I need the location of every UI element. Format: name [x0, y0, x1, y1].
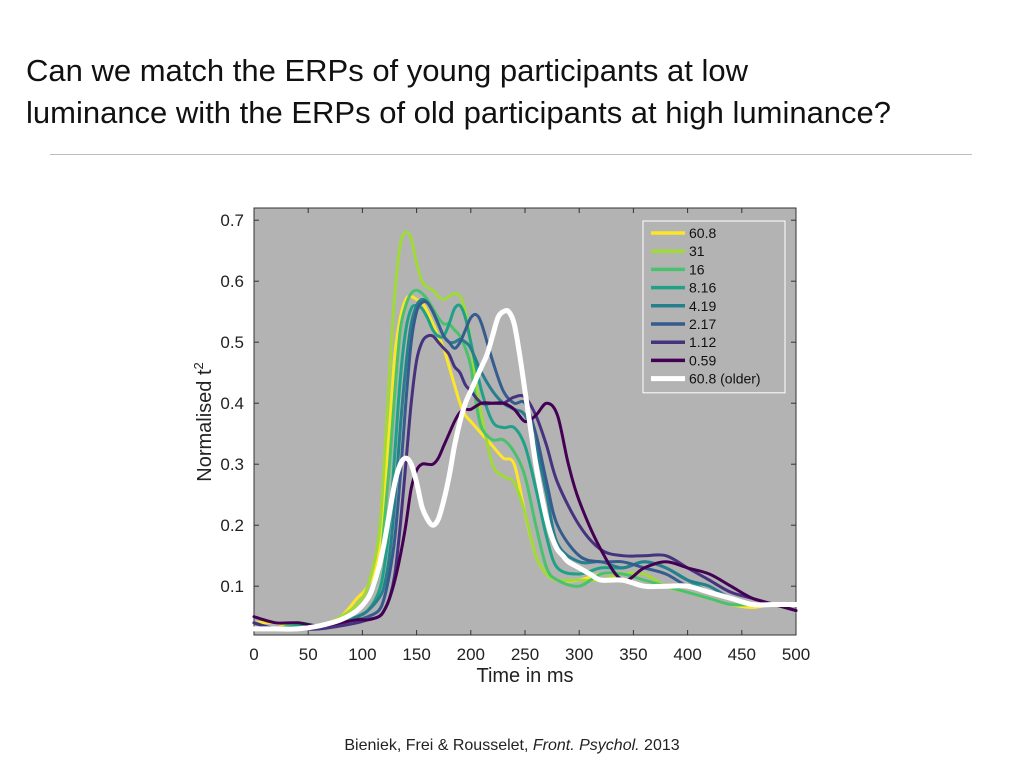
- y-tick-label: 0.5: [220, 333, 244, 352]
- legend-label: 4.19: [689, 298, 716, 314]
- citation-year: 2013: [639, 737, 680, 754]
- slide-title: Can we match the ERPs of young participa…: [26, 50, 1006, 134]
- y-axis-label-superscript: 2: [191, 362, 206, 369]
- series-layer: [251, 230, 799, 632]
- y-tick-label: 0.4: [220, 394, 244, 413]
- y-tick-label: 0.1: [220, 577, 244, 596]
- x-axis: 0 50 100 150 200 250 300 350 400 450 500: [249, 208, 810, 664]
- x-tick-label: 100: [348, 645, 376, 664]
- series-line-4-19: [252, 297, 798, 631]
- citation-journal: Front. Psychol.: [532, 737, 640, 754]
- slide-title-line-2: luminance with the ERPs of old participa…: [26, 95, 892, 130]
- legend-label: 60.8 (older): [689, 371, 761, 387]
- x-tick-label: 50: [299, 645, 318, 664]
- x-tick-label: 500: [782, 645, 810, 664]
- legend-label: 2.17: [689, 316, 716, 332]
- y-tick-label: 0.6: [220, 272, 244, 291]
- legend-label: 16: [689, 261, 705, 277]
- y-axis-label-text: Normalised t: [194, 369, 216, 482]
- x-tick-label: 400: [673, 645, 701, 664]
- slide-title-line-1: Can we match the ERPs of young participa…: [26, 53, 748, 88]
- x-tick-label: 150: [402, 645, 430, 664]
- x-tick-label: 350: [619, 645, 647, 664]
- x-axis-label: Time in ms: [476, 665, 573, 687]
- x-tick-label: 200: [457, 645, 485, 664]
- y-tick-label: 0.2: [220, 516, 244, 535]
- x-tick-label: 250: [511, 645, 539, 664]
- y-axis: 0.1 0.2 0.3 0.4 0.5 0.6 0.7: [220, 211, 796, 596]
- y-tick-label: 0.3: [220, 455, 244, 474]
- legend-label: 31: [689, 243, 705, 259]
- y-axis-label: Normalised t2: [191, 362, 216, 482]
- x-tick-label: 300: [565, 645, 593, 664]
- legend-label: 0.59: [689, 352, 716, 368]
- citation: Bieniek, Frei & Rousselet, Front. Psycho…: [0, 737, 1024, 755]
- legend-label: 60.8: [689, 225, 716, 241]
- citation-authors: Bieniek, Frei & Rousselet,: [344, 737, 533, 754]
- series-line-2-17: [252, 299, 798, 631]
- x-tick-label: 450: [728, 645, 756, 664]
- x-tick-label: 0: [249, 645, 258, 664]
- legend-label: 8.16: [689, 280, 716, 296]
- y-tick-label: 0.7: [220, 211, 244, 230]
- title-divider: [50, 154, 972, 155]
- legend-label: 1.12: [689, 334, 716, 350]
- series-line-60-8-older: [251, 308, 799, 632]
- legend: 60.8 31 16 8.16 4.19 2.17 1.12 0.59 60.8 (older): [642, 220, 786, 394]
